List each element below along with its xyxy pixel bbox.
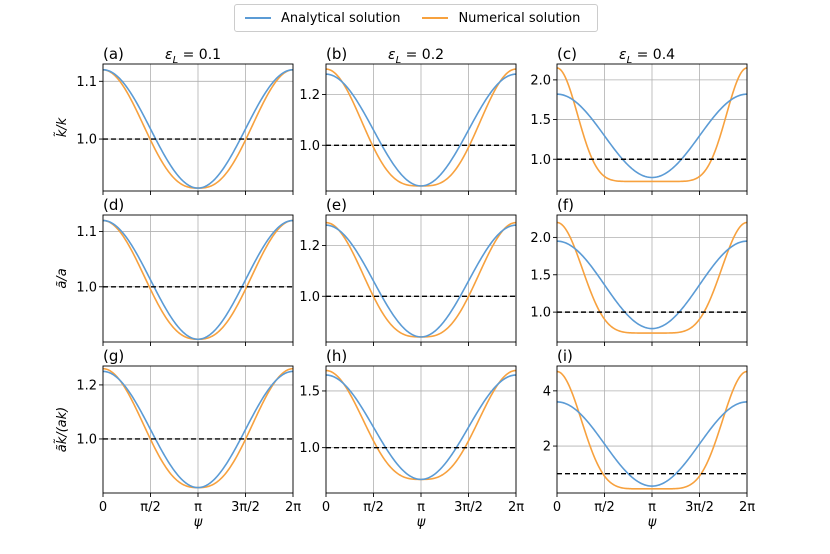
xlabel-3: ψ bbox=[648, 515, 657, 530]
xtick-label-h-4: 2π bbox=[508, 500, 524, 515]
xtick-label-i-2: π bbox=[648, 500, 656, 515]
series-numerical-f bbox=[556, 221, 748, 334]
panel-label-e: (e) bbox=[326, 196, 347, 214]
xtick-label-i-0: 0 bbox=[553, 500, 561, 515]
ytick-label-i-0: 2 bbox=[543, 440, 551, 455]
panel-label-d: (d) bbox=[103, 196, 124, 214]
legend-item-numerical: Numerical solution bbox=[422, 11, 580, 26]
ytick-label-e-0: 1.0 bbox=[299, 290, 320, 305]
ytick-label-h-0: 1.0 bbox=[299, 441, 320, 456]
ytick-label-d-1: 1.1 bbox=[76, 225, 97, 240]
ytick-label-c-2: 2.0 bbox=[530, 73, 551, 88]
panel-label-f: (f) bbox=[557, 196, 574, 214]
panel-label-c: (c) bbox=[557, 45, 577, 63]
ytick-label-b-1: 1.2 bbox=[299, 88, 320, 103]
row-ylabel-3: ãk̃/(ak) bbox=[55, 407, 70, 453]
panel-label-a: (a) bbox=[103, 45, 124, 63]
xtick-label-g-4: 2π bbox=[285, 500, 301, 515]
ytick-label-a-0: 1.0 bbox=[76, 133, 97, 148]
legend: Analytical solution Numerical solution bbox=[234, 4, 598, 32]
panel-label-b: (b) bbox=[326, 45, 347, 63]
ytick-label-e-1: 1.2 bbox=[299, 239, 320, 254]
series-analytical-i bbox=[556, 401, 748, 487]
ytick-label-g-0: 1.0 bbox=[76, 432, 97, 447]
panel-label-h: (h) bbox=[326, 347, 347, 365]
ytick-label-f-0: 1.0 bbox=[530, 306, 551, 321]
xtick-label-g-1: π/2 bbox=[140, 500, 160, 515]
legend-label-analytical: Analytical solution bbox=[281, 10, 401, 26]
series-analytical-c bbox=[556, 93, 748, 179]
xtick-label-g-3: 3π/2 bbox=[231, 500, 260, 515]
series-analytical-a bbox=[102, 68, 294, 189]
xtick-label-i-1: π/2 bbox=[594, 500, 614, 515]
series-numerical-i bbox=[556, 370, 748, 490]
series-analytical-h bbox=[325, 374, 517, 481]
xtick-label-h-2: π bbox=[417, 500, 425, 515]
xlabel-1: ψ bbox=[194, 515, 203, 530]
xtick-label-i-4: 2π bbox=[739, 500, 755, 515]
xtick-label-h-0: 0 bbox=[322, 500, 330, 515]
series-numerical-c bbox=[556, 67, 748, 183]
panel-label-g: (g) bbox=[103, 347, 124, 365]
legend-swatch-numerical bbox=[422, 17, 449, 19]
panel-label-i: (i) bbox=[557, 347, 573, 365]
ytick-label-f-1: 1.5 bbox=[530, 268, 551, 283]
column-title-3: εL = 0.4 bbox=[619, 47, 675, 66]
ytick-label-h-1: 1.5 bbox=[299, 384, 320, 399]
xtick-label-g-2: π bbox=[194, 500, 202, 515]
xtick-label-g-0: 0 bbox=[99, 500, 107, 515]
series-analytical-e bbox=[325, 224, 517, 338]
column-title-1: εL = 0.1 bbox=[165, 47, 221, 66]
ytick-label-f-2: 2.0 bbox=[530, 231, 551, 246]
xtick-label-h-3: 3π/2 bbox=[454, 500, 483, 515]
series-analytical-f bbox=[556, 240, 748, 330]
series-analytical-b bbox=[325, 73, 517, 187]
xtick-label-i-3: 3π/2 bbox=[685, 500, 714, 515]
series-analytical-d bbox=[102, 219, 294, 341]
ytick-label-a-1: 1.1 bbox=[76, 75, 97, 90]
legend-label-numerical: Numerical solution bbox=[458, 10, 581, 26]
xtick-label-h-1: π/2 bbox=[363, 500, 383, 515]
ytick-label-i-1: 4 bbox=[543, 384, 551, 399]
ytick-label-d-0: 1.0 bbox=[76, 280, 97, 295]
legend-swatch-analytical bbox=[245, 17, 271, 19]
legend-item-analytical: Analytical solution bbox=[245, 11, 400, 26]
column-title-2: εL = 0.2 bbox=[388, 47, 444, 66]
row-ylabel-2: ã/a bbox=[55, 268, 70, 288]
ytick-label-g-1: 1.2 bbox=[76, 378, 97, 393]
ytick-label-b-0: 1.0 bbox=[299, 139, 320, 154]
ytick-label-c-1: 1.5 bbox=[530, 113, 551, 128]
series-analytical-g bbox=[102, 370, 294, 489]
xlabel-2: ψ bbox=[417, 515, 426, 530]
ytick-label-c-0: 1.0 bbox=[530, 153, 551, 168]
row-ylabel-1: k̃/k bbox=[55, 117, 70, 137]
